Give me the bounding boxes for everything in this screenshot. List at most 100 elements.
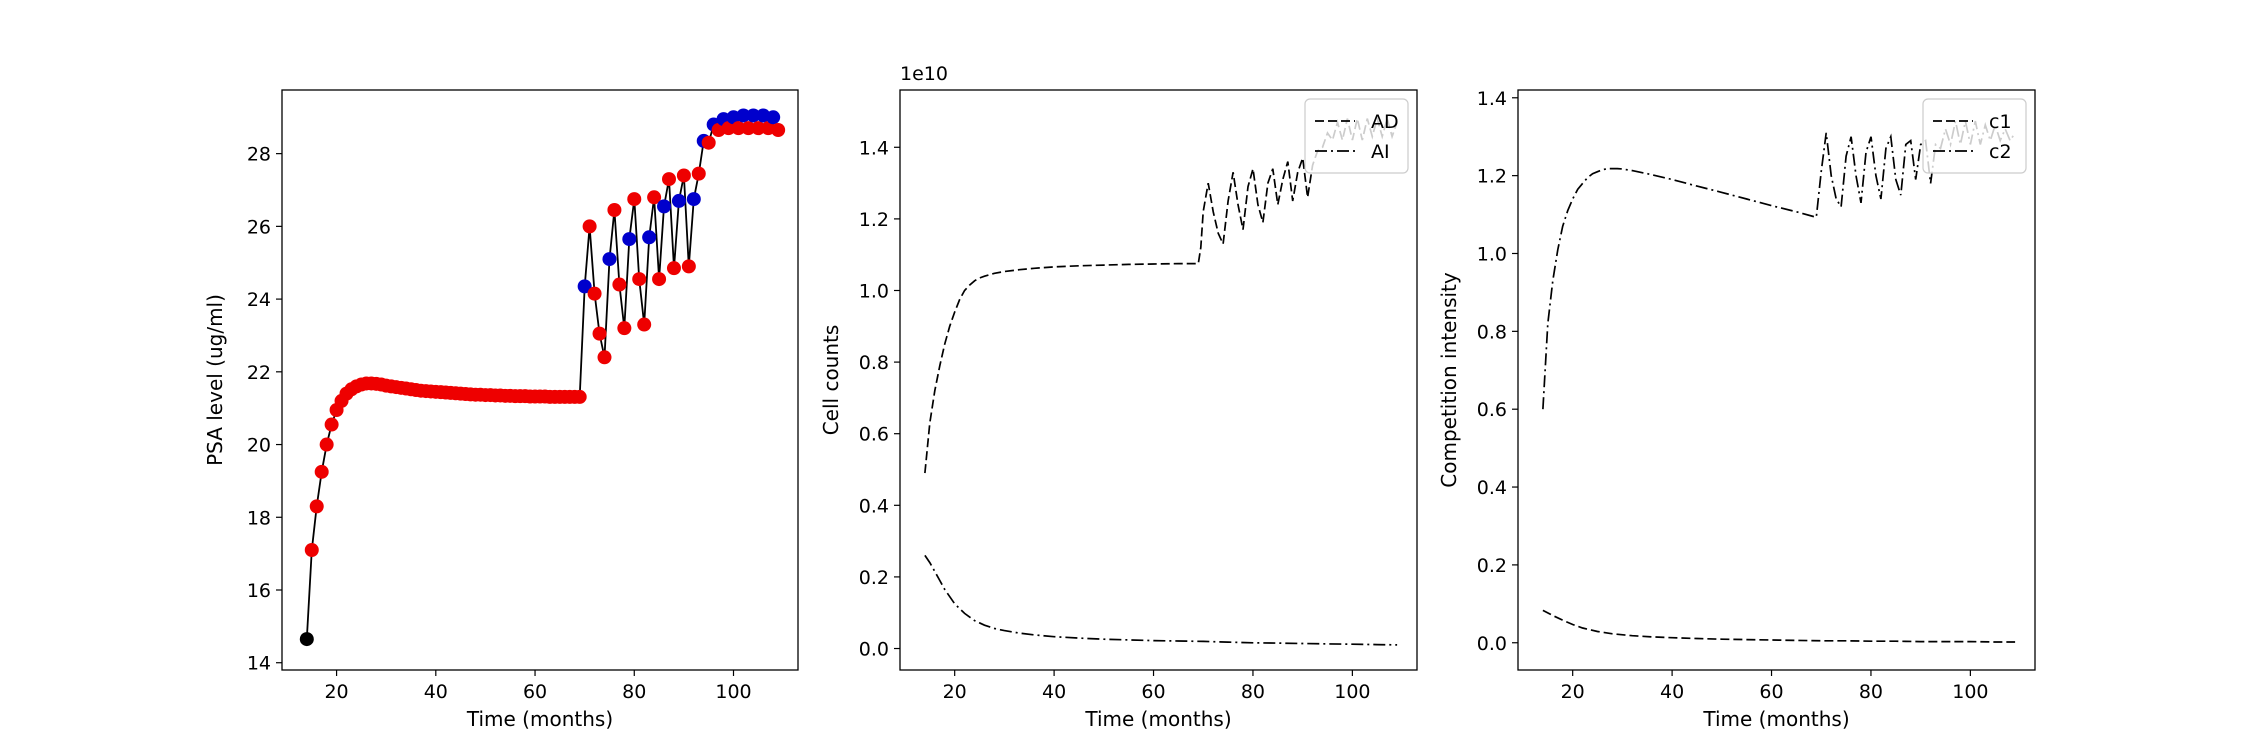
y-tick-label: 1.4 — [859, 137, 889, 159]
chart-panel-1: 20 40 60 80 100 14 16 18 20 22 24 26 28 Time (months)… — [203, 89, 799, 731]
x-tick-label: 40 — [1660, 681, 1684, 703]
y-tick-label: 0.6 — [1477, 399, 1507, 421]
data-point — [771, 123, 786, 137]
plot-area — [299, 108, 786, 647]
legend-box — [1304, 98, 1409, 174]
data-point — [691, 166, 706, 181]
x-axis-label: Time (months) — [1084, 707, 1231, 731]
y-tick-label: 1.2 — [859, 209, 889, 231]
data-point — [299, 632, 314, 647]
y-tick-label: 16 — [247, 580, 271, 602]
y-tick-label: 18 — [247, 507, 271, 529]
data-point — [731, 121, 746, 136]
data-point — [662, 172, 676, 187]
y-tick-label: 24 — [247, 289, 271, 311]
y-tick-label: 1.4 — [1477, 88, 1507, 110]
plot-area — [924, 115, 1398, 646]
x-tick-label: 80 — [622, 681, 646, 703]
x-tick-label: 100 — [715, 681, 751, 703]
y-axis-label: PSA level (ug/ml) — [203, 294, 227, 466]
data-point — [642, 230, 657, 245]
axes-frame — [1517, 89, 2036, 671]
series-line-c1 — [1542, 609, 2016, 643]
legend-box — [1922, 98, 2027, 174]
axes-frame — [281, 89, 799, 671]
data-point — [701, 135, 716, 150]
data-point — [736, 108, 751, 123]
legend-entry: c1 — [1989, 111, 2012, 133]
x-tick-label: 80 — [1241, 681, 1265, 703]
y-axis-label: Competition intensity — [1437, 272, 1461, 488]
x-tick-label: 40 — [424, 681, 448, 703]
x-tick-label: 20 — [324, 681, 348, 703]
x-tick-label: 60 — [523, 681, 547, 703]
data-point — [324, 417, 339, 432]
y-tick-label: 14 — [247, 653, 271, 675]
x-tick-label: 100 — [1952, 681, 1988, 703]
y-tick-label: 1.0 — [1477, 243, 1507, 265]
data-point — [572, 389, 587, 404]
data-point — [622, 232, 637, 247]
data-point — [612, 277, 627, 292]
data-point — [721, 121, 736, 136]
data-point — [681, 259, 696, 274]
y-tick-label: 1.0 — [859, 280, 889, 302]
data-point — [602, 252, 617, 267]
y-offset-text: 1e10 — [900, 63, 948, 85]
data-point — [766, 110, 781, 125]
data-point — [592, 326, 607, 341]
y-tick-label: 0.4 — [859, 495, 889, 517]
chart-panel-3: 20 40 60 80 100 0.0 0.2 0.4 0.6 0.8 1.0 1.2 1.4 Time … — [1437, 88, 2036, 731]
y-tick-label: 0.8 — [859, 352, 889, 374]
x-tick-label: 20 — [1561, 681, 1585, 703]
data-point — [637, 317, 652, 332]
y-tick-label: 20 — [247, 435, 271, 457]
data-point — [746, 108, 761, 123]
data-point — [587, 286, 602, 301]
data-point — [632, 272, 647, 287]
data-point — [607, 203, 622, 217]
data-point — [577, 279, 592, 294]
data-point — [304, 543, 319, 557]
y-tick-label: 26 — [247, 216, 271, 238]
data-point — [657, 199, 672, 214]
x-tick-label: 20 — [943, 681, 967, 703]
x-axis-label: Time (months) — [466, 707, 613, 731]
data-point — [741, 121, 756, 136]
data-point — [627, 192, 642, 207]
y-tick-label: 0.8 — [1477, 321, 1507, 343]
data-point — [617, 321, 632, 336]
legend-entry: c2 — [1989, 141, 2012, 163]
x-axis-label: Time (months) — [1702, 707, 1849, 731]
y-axis-label: Cell counts — [819, 325, 843, 436]
data-point — [647, 190, 662, 205]
y-tick-label: 0.2 — [1477, 555, 1507, 577]
data-point — [666, 261, 681, 276]
data-point — [319, 437, 334, 452]
y-tick-label: 1.2 — [1477, 166, 1507, 188]
data-point — [309, 499, 324, 514]
data-point — [671, 193, 686, 208]
data-point — [676, 168, 691, 183]
data-point — [686, 192, 701, 207]
legend-entry: AD — [1371, 111, 1399, 133]
y-tick-label: 0.0 — [859, 639, 889, 661]
series-line-ai — [924, 554, 1398, 646]
x-tick-label: 60 — [1141, 681, 1165, 703]
x-tick-label: 100 — [1334, 681, 1370, 703]
y-tick-label: 0.0 — [1477, 633, 1507, 655]
y-tick-label: 22 — [247, 362, 271, 384]
legend-entry: AI — [1371, 141, 1390, 163]
data-point — [751, 121, 766, 136]
chart-panel-2: 20 40 60 80 100 0.0 0.2 0.4 0.6 0.8 1.0 1.2 1.4 Time … — [819, 63, 1418, 731]
x-tick-label: 80 — [1859, 681, 1883, 703]
legend: AD AI — [1304, 98, 1409, 174]
y-tick-label: 0.6 — [859, 424, 889, 446]
data-point — [314, 464, 329, 479]
y-tick-label: 0.2 — [859, 567, 889, 589]
y-tick-label: 0.4 — [1477, 477, 1507, 499]
data-point — [597, 350, 612, 365]
plot-area — [1542, 120, 2016, 643]
